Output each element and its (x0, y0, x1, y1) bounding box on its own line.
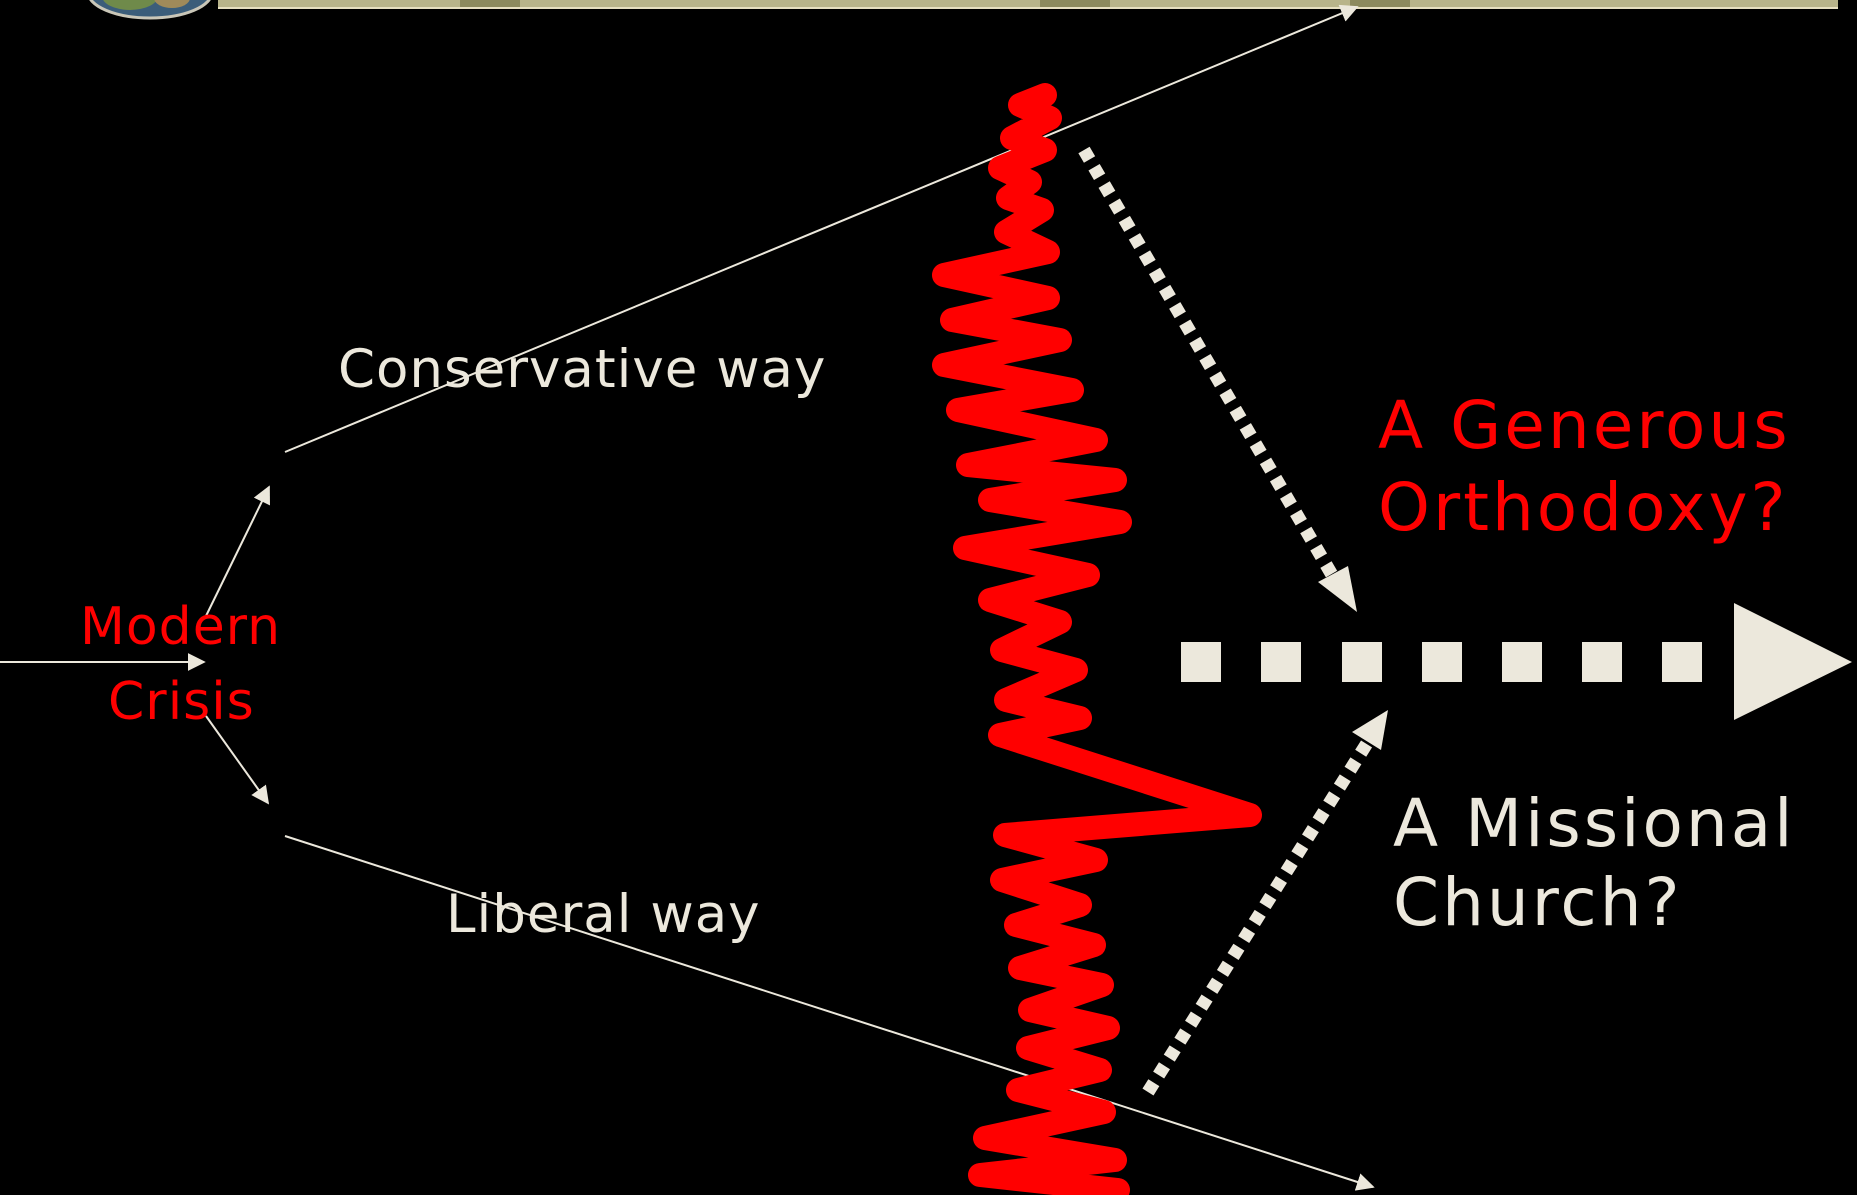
dashed-arrow-down (1078, 146, 1341, 584)
liberal-way-label: Liberal way (446, 884, 761, 945)
dashed-arrow-up-head (1352, 710, 1388, 750)
missional-church-label-line1: A Missional (1393, 785, 1796, 862)
conservative-path-line (284, 4, 1359, 453)
generous-orthodoxy-label-line2: Orthodoxy? (1378, 469, 1789, 546)
conservative-way-label: Conservative way (338, 339, 827, 400)
globe-icon (89, 0, 211, 20)
generous-orthodoxy-label-line1: A Generous (1378, 387, 1791, 464)
dashed-arrow-down-head (1318, 566, 1357, 612)
branch-down-arrow (205, 715, 270, 805)
liberal-path-line (284, 835, 1375, 1191)
barrier-scribble (932, 83, 1262, 1195)
modern-crisis-label-line2: Crisis (108, 672, 255, 732)
future-path-arrow (1181, 603, 1852, 720)
missional-church-label-line2: Church? (1393, 864, 1683, 941)
top-banner (218, 0, 1838, 9)
dashed-arrow-up (1142, 736, 1375, 1096)
branch-up-arrow (205, 485, 270, 617)
modern-crisis-label-line1: Modern (80, 597, 282, 657)
